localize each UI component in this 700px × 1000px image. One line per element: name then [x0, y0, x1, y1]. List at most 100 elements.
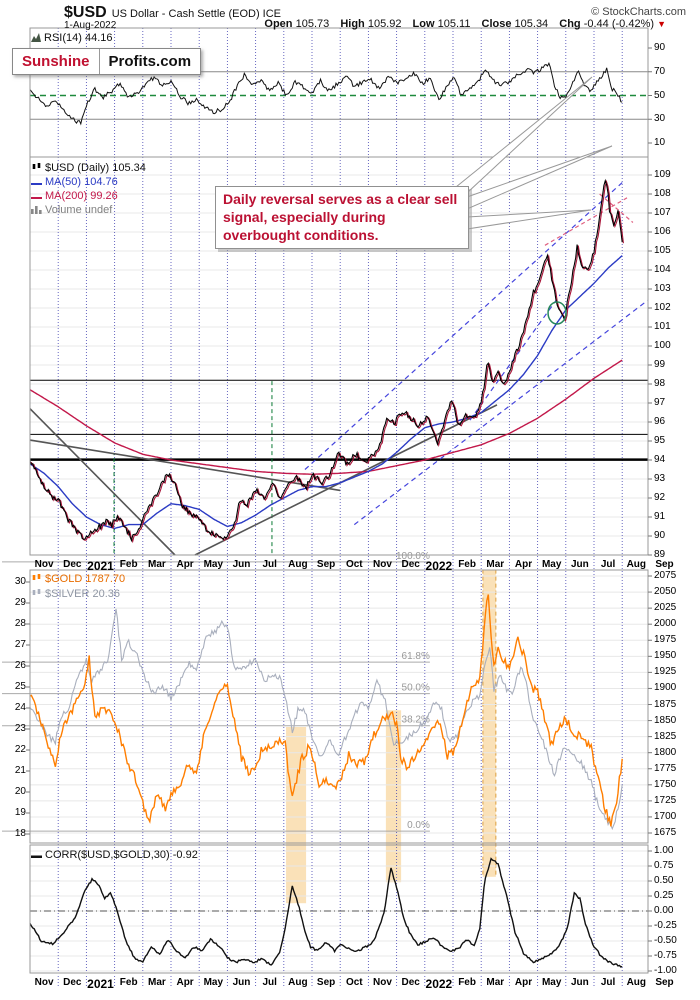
chart-header: $USD US Dollar - Cash Settle (EOD) ICE	[64, 4, 281, 22]
open-label: Open	[264, 18, 293, 30]
callout-arrow	[466, 145, 613, 210]
logo-part1: Sunshine	[13, 49, 100, 74]
volume-legend-row: Volume undef	[31, 204, 146, 218]
ma50-legend-row: MA(50) 104.76	[31, 176, 146, 190]
axis-tick-label: 30	[14, 576, 26, 587]
month-label: Oct	[345, 559, 363, 570]
month-label: Jul	[262, 559, 277, 570]
axis-tick-label: 29	[14, 597, 26, 608]
chg-value: -0.44 (-0.42%)	[583, 18, 655, 30]
month-label: Jun	[232, 977, 251, 988]
ma200-legend-label: MA(200) 99.26	[45, 190, 118, 202]
month-label: May	[203, 977, 224, 988]
axis-tick-label: 1700	[654, 810, 677, 822]
month-label: Sep	[316, 559, 336, 570]
high-value: 105.92	[367, 18, 402, 30]
year-label: 2022	[425, 977, 453, 991]
axis-tick-label: 92	[654, 492, 666, 503]
axis-tick-label: 96	[654, 416, 666, 427]
month-label: Apr	[514, 559, 533, 570]
main-legend: $USD (Daily) 105.34 MA(50) 104.76 MA(200…	[31, 161, 146, 218]
year-label: 2022	[425, 559, 453, 573]
month-label: Feb	[458, 559, 476, 570]
rsi-legend-label: RSI(14) 44.16	[44, 32, 113, 44]
volume-legend-label: Volume undef	[45, 204, 113, 216]
candlestick-icon	[31, 161, 42, 176]
month-label: Mar	[486, 977, 505, 988]
axis-tick-label: 91	[654, 511, 666, 522]
axis-tick-label: 107	[654, 207, 671, 218]
month-label: Mar	[147, 559, 166, 570]
axis-tick-label: 2075	[654, 570, 677, 581]
axis-tick-label: 18	[14, 828, 26, 839]
reversal-ellipse	[547, 301, 567, 325]
month-label: May	[541, 977, 562, 988]
axis-tick-label: 26	[14, 660, 26, 671]
month-label: Dec	[401, 977, 420, 988]
gold-legend-label: $GOLD 1787.70	[45, 573, 126, 585]
corr-legend: CORR($USD,$GOLD,30) -0.92	[31, 849, 198, 862]
highlight-band	[385, 710, 402, 883]
axis-tick-label: 2025	[654, 602, 677, 614]
month-label: Sep	[655, 559, 674, 570]
axis-tick-label: 100	[654, 340, 671, 351]
month-label: Sep	[655, 977, 674, 988]
ma50-line-icon	[31, 177, 42, 190]
axis-tick-label: 106	[654, 226, 671, 237]
axis-tick-label: 1675	[654, 827, 677, 838]
month-label: Nov	[34, 977, 54, 988]
axis-tick-label: 1875	[654, 698, 677, 710]
month-label: Jul	[262, 977, 277, 988]
axis-tick-label: 1850	[654, 714, 677, 726]
axis-tick-label: 24	[14, 702, 26, 713]
month-label: Apr	[514, 977, 533, 988]
axis-tick-label: -1.00	[654, 965, 677, 976]
axis-tick-label: 70	[654, 65, 666, 77]
month-label: Feb	[119, 559, 138, 570]
logo-part2: Profits.com	[108, 53, 192, 70]
axis-tick-label: 2050	[654, 586, 677, 598]
axis-tick-label: 98	[654, 378, 666, 389]
month-label: Jul	[600, 977, 616, 988]
axis-tick-label: 2000	[654, 618, 677, 630]
axis-tick-label: 108	[654, 188, 671, 199]
axis-tick-label: 105	[654, 245, 671, 256]
indicator-icon	[31, 33, 41, 45]
axis-tick-label: 1725	[654, 794, 677, 806]
axis-tick-label: 30	[654, 113, 666, 125]
axis-tick-label: 89	[654, 549, 666, 560]
month-label: May	[203, 559, 224, 570]
axis-tick-label: -0.25	[654, 920, 677, 931]
month-label: Feb	[458, 977, 476, 988]
axis-tick-label: 1825	[654, 730, 677, 742]
axis-tick-label: 1775	[654, 762, 677, 774]
month-label: Aug	[288, 559, 308, 570]
month-label: Jun	[571, 977, 589, 988]
month-label: Aug	[626, 977, 647, 988]
axis-tick-label: 0.75	[654, 860, 674, 871]
highlight-band	[286, 726, 307, 904]
axis-tick-label: 94	[654, 454, 666, 465]
ma200-legend-row: MA(200) 99.26	[31, 190, 146, 204]
chart-date: 1-Aug-2022	[64, 20, 117, 31]
month-label: Nov	[34, 559, 54, 570]
axis-tick-label: 25	[14, 681, 26, 692]
axis-tick-label: -0.50	[654, 935, 677, 946]
axis-tick-label: 1.00	[654, 845, 674, 856]
axis-tick-label: 93	[654, 473, 666, 484]
corr-line-icon	[31, 850, 42, 862]
axis-tick-label: 23	[14, 723, 26, 734]
close-label: Close	[481, 18, 512, 30]
month-label: May	[541, 559, 562, 570]
low-label: Low	[412, 18, 435, 30]
usd-legend-row: $USD (Daily) 105.34	[31, 161, 146, 176]
axis-tick-label: 1800	[654, 746, 677, 758]
volume-bars-icon	[31, 205, 42, 218]
rsi-series	[29, 62, 623, 126]
axis-tick-label: 90	[654, 530, 666, 541]
ma50-legend-label: MA(50) 104.76	[45, 176, 118, 188]
axis-tick-label: 1900	[654, 682, 677, 694]
axis-tick-label: -0.75	[654, 950, 677, 961]
